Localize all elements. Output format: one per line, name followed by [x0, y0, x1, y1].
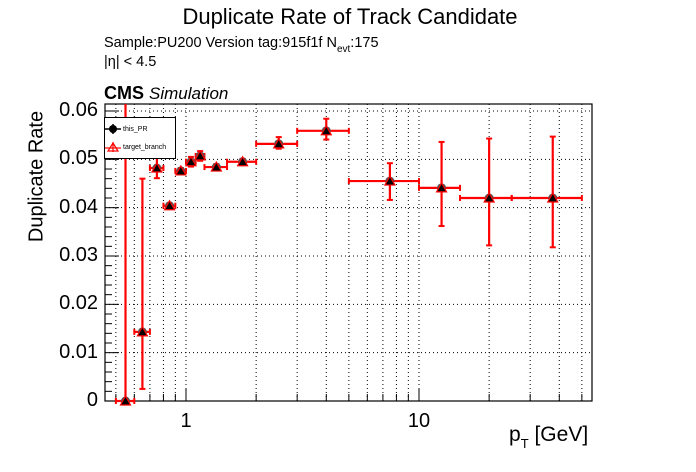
y-tick-label: 0.06 — [59, 99, 98, 121]
legend-label: target_branch — [123, 143, 167, 151]
filled-circle-marker-icon — [105, 124, 121, 134]
y-tick-label: 0.04 — [59, 195, 98, 218]
target-branch-marker — [184, 155, 197, 167]
y-tick-label: 0 — [86, 389, 98, 411]
chart-subtitle: Sample:PU200 Version tag:915f1f Nevt:175 — [104, 35, 379, 55]
open-triangle-marker-icon — [105, 141, 121, 152]
plot-frame — [104, 103, 593, 402]
y-tick-label: 0.02 — [59, 292, 98, 315]
x-tick-label: 10 — [407, 410, 431, 432]
y-tick-label: 0.01 — [59, 340, 98, 363]
target-branch-marker — [483, 191, 496, 203]
x-tick-label: 1 — [180, 410, 192, 432]
target-branch-marker — [150, 161, 163, 173]
target-branch-marker — [383, 174, 396, 186]
target-branch-marker — [174, 164, 187, 176]
eta-cut-label: |η| < 4.5 — [104, 54, 157, 70]
target-branch-marker — [136, 325, 149, 337]
target-branch-marker — [546, 191, 559, 203]
target-branch-marker — [435, 181, 448, 193]
target-branch-marker — [194, 149, 207, 161]
cms-label: CMS Simulation — [104, 83, 229, 103]
target-branch-marker — [163, 199, 176, 211]
legend: this_PR target_branch — [104, 117, 176, 159]
target-branch-marker — [272, 137, 285, 149]
y-tick-label: 0.05 — [59, 147, 98, 170]
target-branch-marker — [236, 155, 249, 167]
y-tick-label: 0.03 — [59, 244, 98, 266]
legend-item-target-branch: target_branch — [105, 139, 166, 155]
x-axis-label: pT [GeV] — [509, 423, 589, 451]
legend-item-this-pr: this_PR — [105, 121, 148, 137]
target-branch-marker — [320, 124, 333, 136]
target-branch-marker — [119, 394, 132, 406]
target-branch-marker — [210, 160, 223, 172]
legend-label: this_PR — [123, 125, 148, 133]
chart-title: Duplicate Rate of Track Candidate — [182, 4, 518, 29]
